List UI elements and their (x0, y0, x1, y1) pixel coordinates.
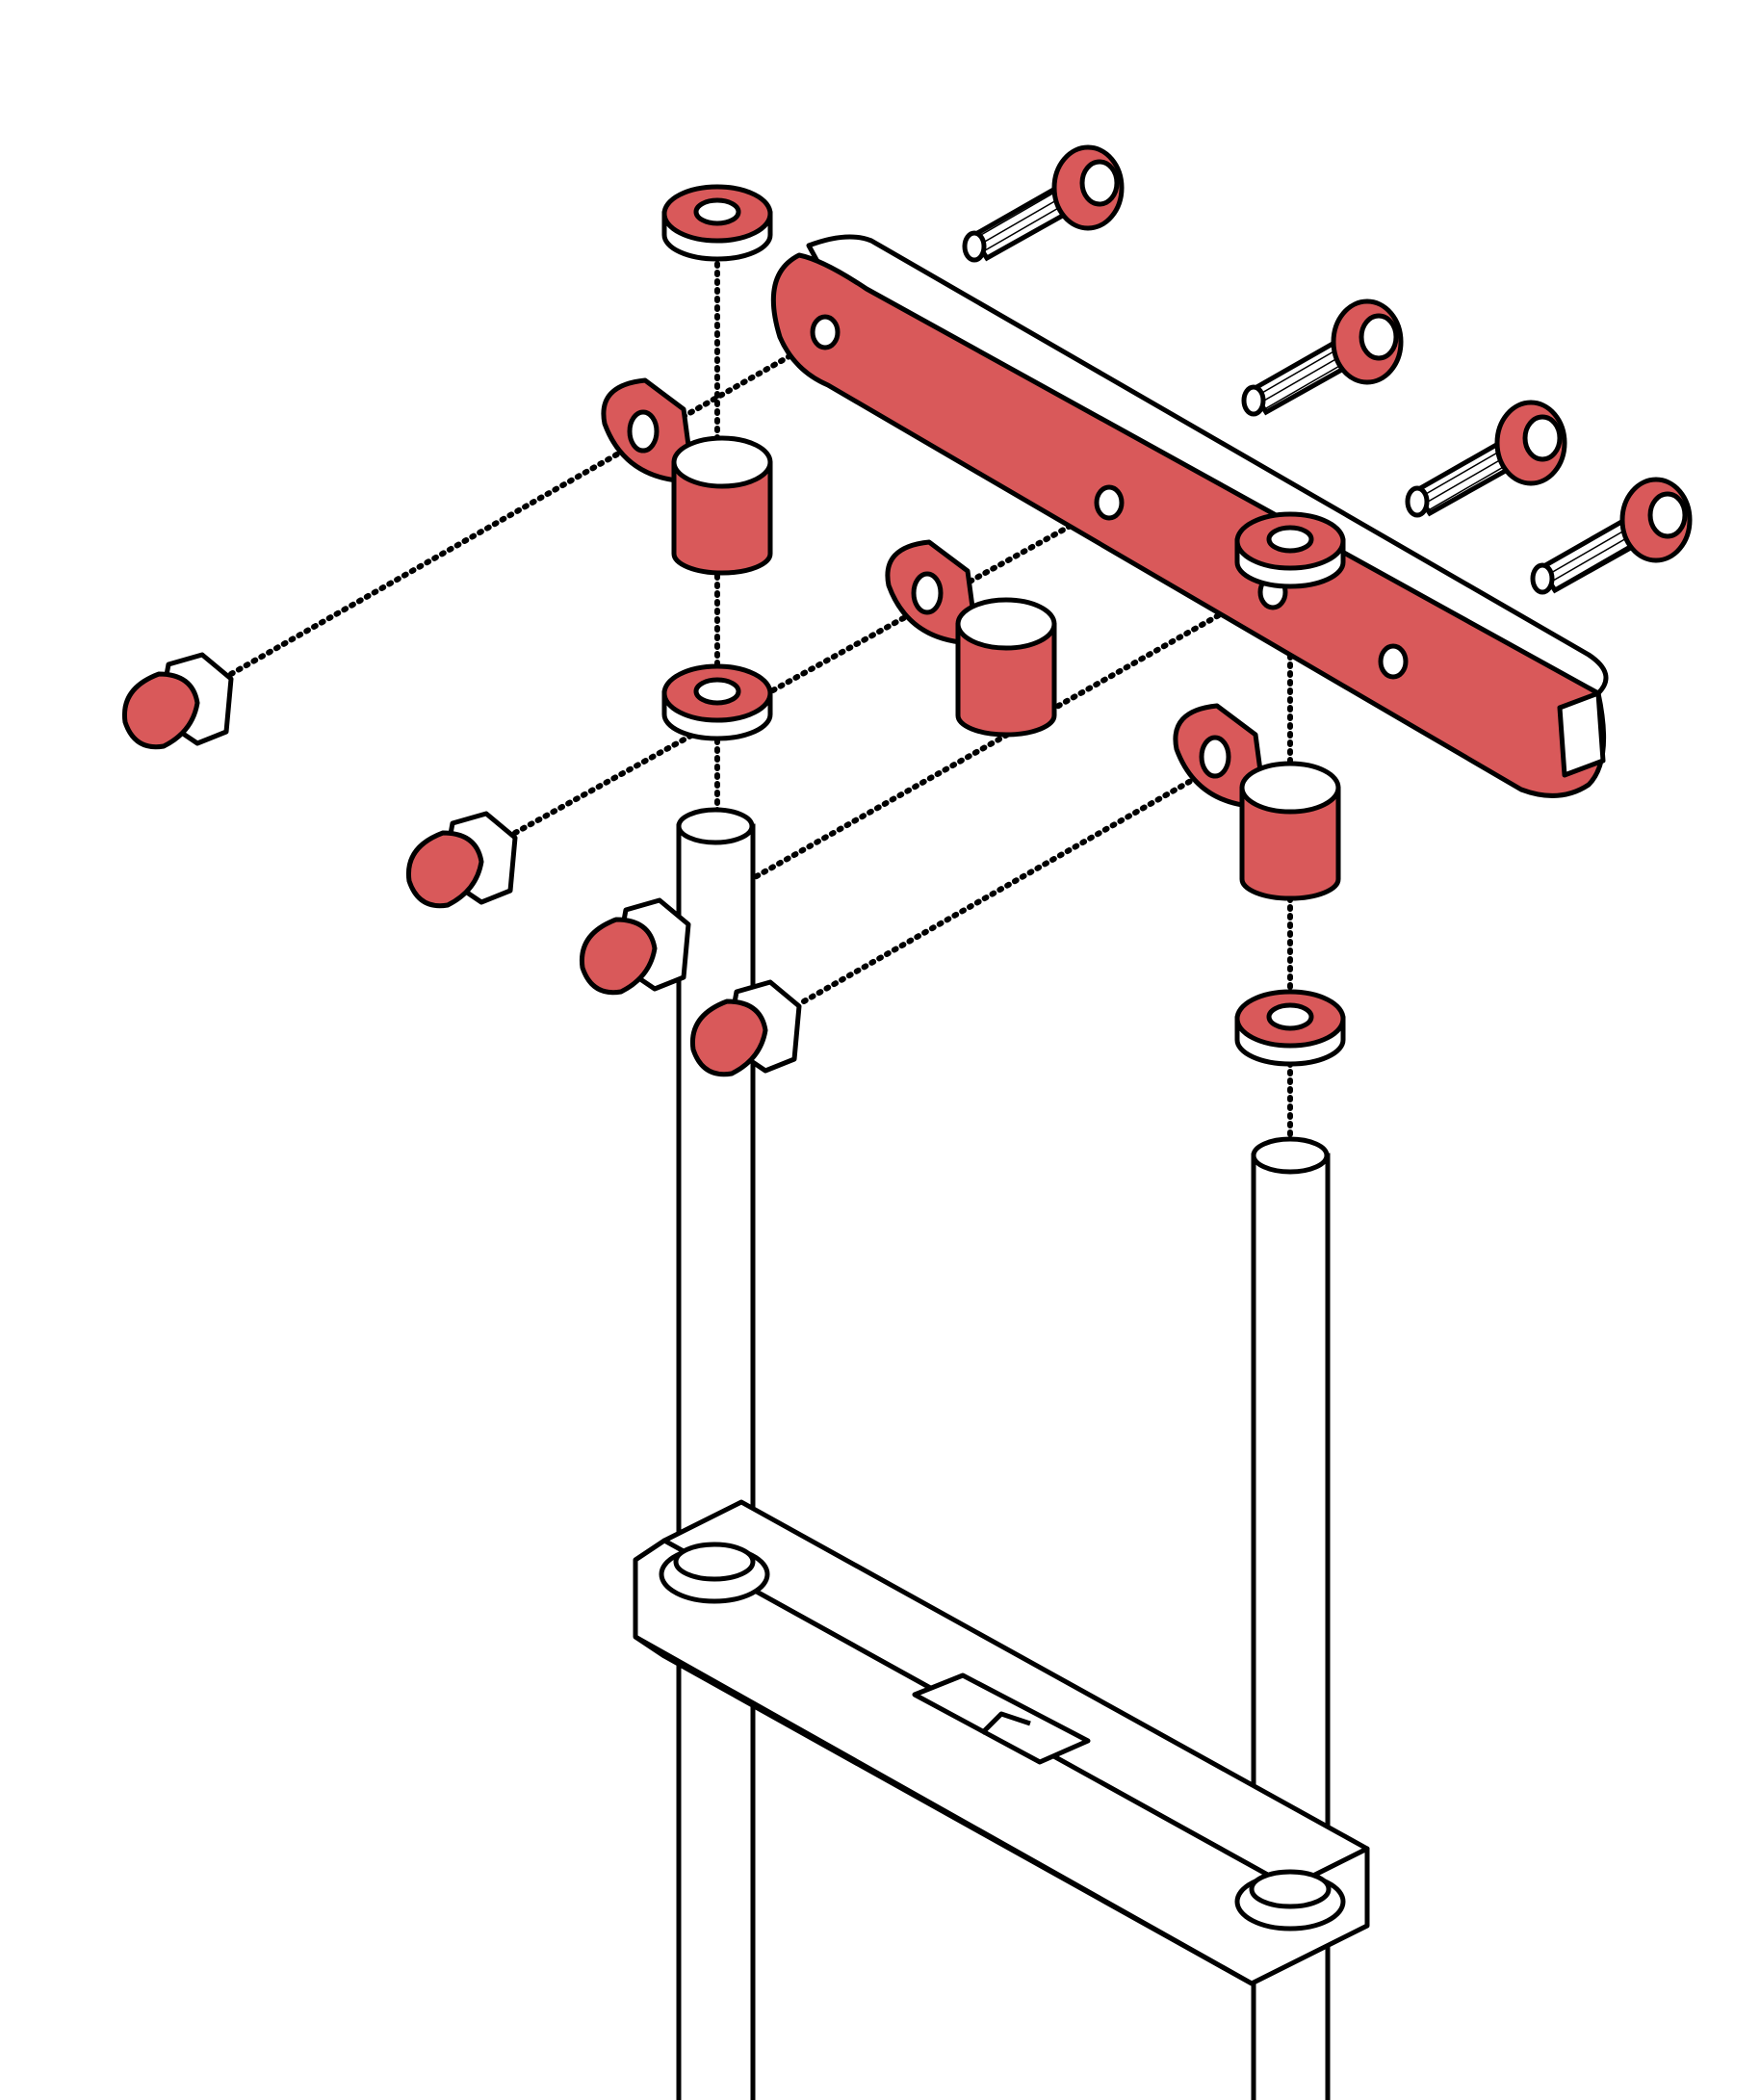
washer-1 (661, 184, 773, 262)
cap-nut-2 (405, 811, 518, 909)
bolt-1 (962, 144, 1125, 263)
guide-line-nut-3 (686, 575, 1288, 918)
top-bar-hole-2 (1094, 484, 1125, 521)
crossbar (633, 1499, 1370, 1986)
clamp-3 (1173, 703, 1341, 901)
cap-nut-1 (121, 652, 234, 750)
washer-4 (1234, 989, 1346, 1067)
guide-line-nut-1 (228, 353, 792, 677)
bolt-3 (1405, 400, 1567, 518)
bolt-2 (1241, 298, 1404, 417)
guide-line-nut-2 (512, 503, 1110, 836)
dotted-guide-lines (228, 252, 1293, 1144)
clamp-1 (601, 377, 773, 576)
crossbar-slot (912, 1672, 1091, 1765)
cap-nut-3 (579, 897, 691, 996)
guide-line-nut-4 (801, 763, 1221, 1004)
top-bar-hole-4 (1378, 643, 1409, 680)
clamp-2 (885, 539, 1057, 738)
top-bar-hole-1 (810, 314, 841, 350)
washer-3 (1234, 511, 1346, 589)
bolt-4 (1530, 477, 1693, 595)
top-bar (770, 234, 1609, 798)
washer-2 (661, 663, 773, 741)
cap-nut-4 (689, 979, 802, 1077)
